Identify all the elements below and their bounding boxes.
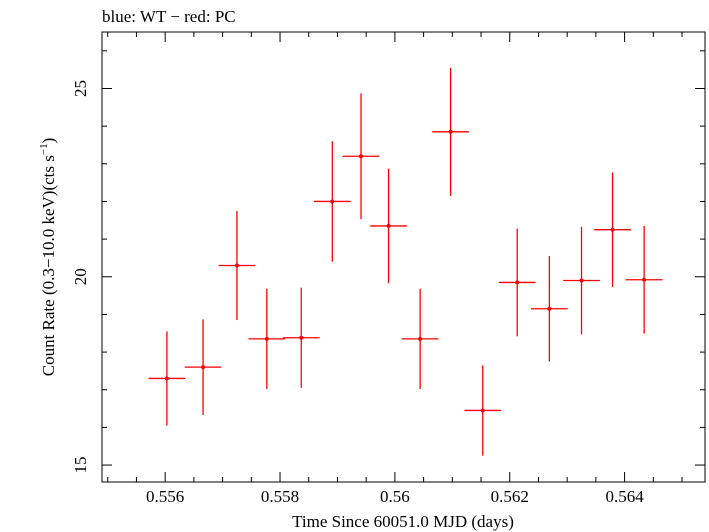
- y-axis-label: Count Rate (0.3−10.0 keV)(cts s−1): [38, 138, 58, 377]
- data-point: [148, 331, 186, 426]
- y-axis-ticks: 15 20 25: [71, 50, 705, 474]
- data-marker: [386, 223, 391, 228]
- data-marker: [164, 376, 169, 381]
- y-axis-label-close: ): [39, 138, 58, 144]
- x-axis-ticks: 0.556 0.558 0.56 0.562 0.564: [107, 32, 683, 506]
- y-tick-label: 25: [71, 80, 90, 97]
- data-point: [401, 288, 439, 389]
- x-tick-label: 0.56: [380, 487, 410, 506]
- data-marker: [642, 277, 647, 282]
- data-point: [370, 168, 407, 284]
- data-point: [218, 210, 256, 321]
- x-tick-label: 0.558: [261, 487, 299, 506]
- x-tick-label: 0.564: [605, 487, 644, 506]
- x-axis-label: Time Since 60051.0 MJD (days): [292, 512, 514, 531]
- data-marker: [359, 154, 364, 159]
- data-point: [432, 67, 469, 196]
- data-marker: [610, 227, 615, 232]
- data-point: [563, 226, 600, 335]
- data-points: [148, 67, 663, 456]
- data-point: [313, 141, 351, 262]
- chart-title: blue: WT − red: PC: [102, 7, 236, 26]
- data-point: [342, 93, 380, 220]
- data-point: [530, 256, 568, 362]
- data-marker: [579, 278, 584, 283]
- data-marker: [330, 199, 335, 204]
- data-point: [625, 225, 663, 334]
- data-point: [282, 287, 320, 388]
- data-marker: [480, 408, 485, 413]
- data-point: [464, 365, 502, 456]
- x-tick-label: 0.556: [146, 487, 184, 506]
- data-point: [184, 319, 222, 415]
- y-axis-label-exponent: −1: [38, 143, 50, 155]
- x-tick-label: 0.562: [491, 487, 529, 506]
- data-marker: [448, 129, 453, 134]
- data-marker: [299, 335, 304, 340]
- data-marker: [547, 306, 552, 311]
- plot-frame: [101, 31, 706, 483]
- data-point: [594, 172, 631, 287]
- data-marker: [418, 336, 423, 341]
- y-tick-label: 20: [71, 268, 90, 285]
- data-marker: [515, 280, 520, 285]
- data-marker: [234, 263, 239, 268]
- data-point: [248, 288, 286, 389]
- y-tick-label: 15: [71, 457, 90, 474]
- data-marker: [201, 365, 206, 370]
- y-axis-label-main: Count Rate (0.3−10.0 keV)(cts s: [39, 155, 58, 376]
- data-marker: [264, 336, 269, 341]
- data-point: [498, 228, 536, 337]
